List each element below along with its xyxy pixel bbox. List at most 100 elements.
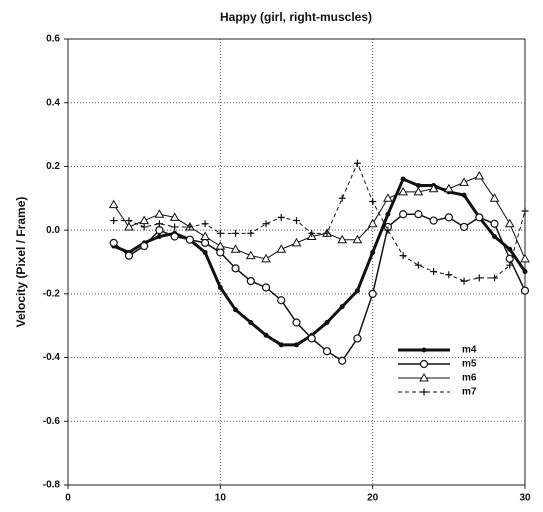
- data-point: [521, 207, 529, 215]
- data-point: [445, 271, 453, 279]
- data-point: [474, 170, 485, 180]
- data-point: [492, 234, 498, 240]
- data-point: [230, 244, 241, 253]
- data-point: [277, 213, 285, 221]
- data-point: [217, 284, 223, 290]
- legend-label: m7: [462, 387, 477, 398]
- data-point: [308, 229, 316, 237]
- data-point: [444, 213, 453, 222]
- data-point: [245, 250, 256, 260]
- y-tick-label: -0.6: [43, 416, 61, 427]
- data-point: [443, 183, 454, 193]
- data-point: [294, 342, 299, 348]
- data-point: [262, 220, 270, 228]
- data-point: [291, 237, 302, 247]
- data-point: [415, 183, 421, 189]
- data-point: [154, 209, 165, 218]
- data-point: [185, 235, 194, 244]
- data-point: [352, 234, 363, 244]
- data-point: [261, 283, 271, 292]
- y-tick-label: 0.0: [46, 225, 60, 236]
- data-point: [339, 304, 345, 310]
- data-point: [215, 241, 226, 250]
- data-point: [155, 220, 163, 228]
- data-point: [507, 246, 513, 252]
- data-point: [202, 249, 208, 255]
- data-point: [261, 253, 271, 263]
- data-point: [520, 286, 530, 295]
- data-point: [520, 253, 530, 263]
- data-point: [323, 229, 331, 237]
- data-point: [155, 226, 164, 235]
- data-point: [399, 252, 407, 260]
- data-point: [338, 194, 346, 202]
- data-point: [186, 223, 194, 231]
- data-point: [459, 222, 469, 232]
- legend-marker: [420, 388, 428, 396]
- data-point: [522, 269, 528, 275]
- data-point: [247, 229, 255, 237]
- data-point: [414, 261, 422, 269]
- data-point: [491, 274, 499, 282]
- data-point: [201, 220, 209, 228]
- data-point: [231, 264, 240, 273]
- data-point: [124, 221, 134, 231]
- data-point: [383, 193, 393, 202]
- data-point: [369, 197, 377, 205]
- data-point: [124, 251, 134, 260]
- data-point: [337, 234, 348, 244]
- data-point: [504, 218, 515, 228]
- data-point: [490, 219, 499, 228]
- series-line: [113, 175, 526, 260]
- data-point: [140, 241, 149, 251]
- data-point: [428, 183, 439, 193]
- legend-marker: [421, 347, 427, 353]
- data-point: [277, 296, 286, 305]
- data-point: [109, 238, 118, 247]
- plot-frame: [67, 38, 526, 486]
- data-point: [506, 261, 514, 269]
- data-point: [125, 217, 133, 225]
- data-point: [248, 320, 254, 326]
- data-point: [353, 334, 362, 343]
- legend-label: m6: [462, 373, 477, 384]
- y-tick-label: 0.4: [46, 97, 60, 108]
- data-point: [216, 248, 225, 257]
- data-point: [461, 192, 467, 198]
- data-point: [216, 229, 224, 237]
- data-point: [232, 229, 240, 237]
- data-point: [384, 226, 392, 234]
- data-point: [398, 186, 408, 196]
- x-tick-label: 20: [367, 493, 379, 504]
- x-tick-label: 0: [65, 493, 71, 504]
- y-tick-label: 0.2: [46, 161, 60, 172]
- y-tick-label: -0.2: [43, 288, 61, 299]
- data-point: [324, 320, 330, 326]
- y-tick-label: 0.6: [46, 34, 60, 45]
- data-point: [475, 213, 484, 222]
- data-point: [171, 223, 179, 231]
- data-point: [385, 211, 391, 217]
- chart-title: Happy (girl, right-muscles): [220, 10, 372, 24]
- data-point: [429, 216, 438, 225]
- data-point: [368, 289, 377, 298]
- series-line: [113, 161, 526, 282]
- x-tick-label: 30: [519, 493, 531, 504]
- data-point: [200, 231, 210, 241]
- legend-marker: [419, 359, 429, 369]
- data-point: [110, 217, 118, 225]
- data-point: [322, 347, 332, 356]
- y-tick-label: -0.4: [43, 352, 61, 363]
- data-point: [460, 277, 468, 285]
- data-point: [263, 332, 269, 338]
- data-point: [246, 277, 255, 286]
- legend-label: m4: [462, 345, 477, 356]
- data-point: [293, 217, 300, 225]
- data-point: [169, 212, 180, 221]
- data-point: [414, 210, 423, 219]
- y-axis-label: Velocity (Pixel / Frame): [14, 197, 28, 328]
- x-tick-label: 10: [215, 493, 227, 504]
- legend-label: m5: [462, 359, 477, 370]
- data-point: [276, 244, 287, 253]
